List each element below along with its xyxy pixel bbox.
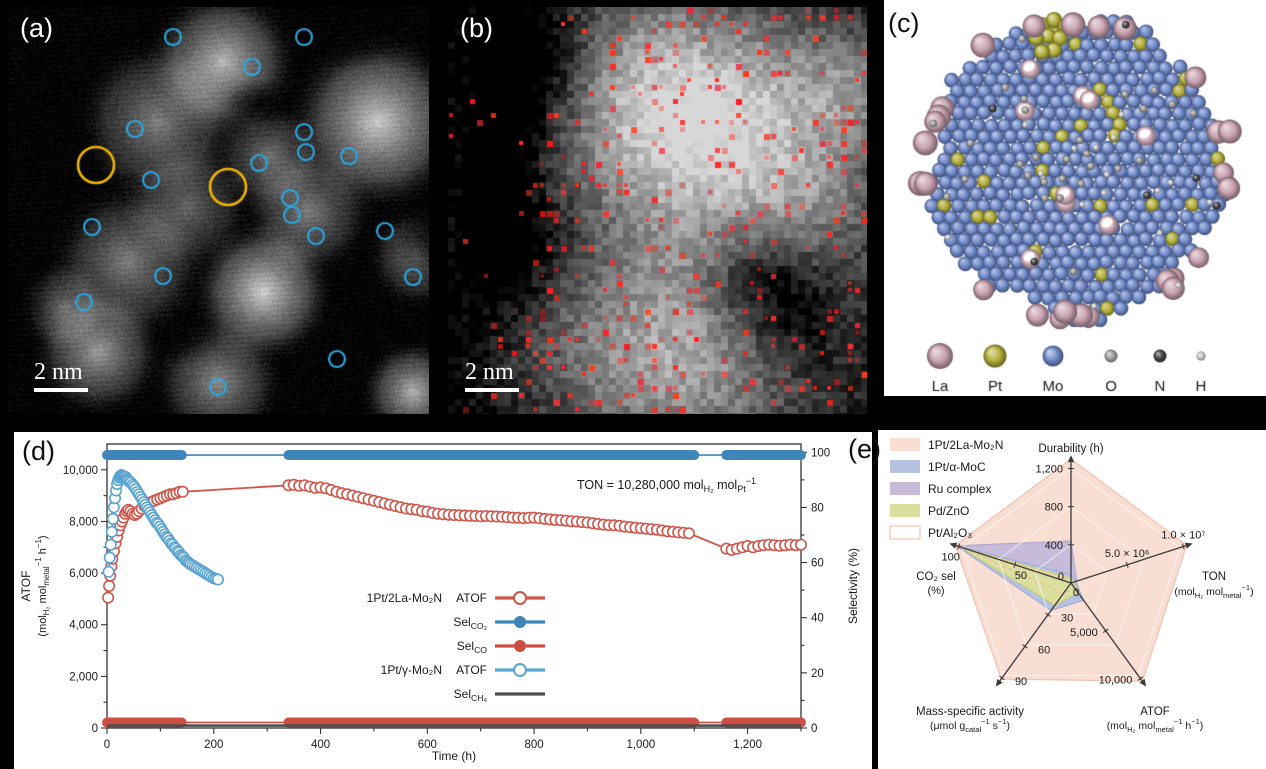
svg-text:200: 200 — [204, 739, 223, 751]
svg-text:(%): (%) — [927, 585, 944, 597]
svg-text:Mass-specific activity: Mass-specific activity — [916, 706, 1024, 718]
svg-text:SelCO₂: SelCO₂ — [453, 615, 487, 631]
nanoparticle-model-canvas — [884, 0, 1266, 396]
svg-text:0: 0 — [92, 723, 98, 735]
svg-text:Selectivity (%): Selectivity (%) — [846, 548, 860, 624]
svg-text:ATOF: ATOF — [456, 591, 487, 605]
svg-text:0: 0 — [1073, 587, 1079, 599]
svg-text:1Pt/2La-Mo₂N: 1Pt/2La-Mo₂N — [367, 591, 442, 605]
svg-text:400: 400 — [311, 739, 330, 751]
panel-a-scalebar-text: 2 nm — [34, 359, 83, 385]
svg-text:1,000: 1,000 — [626, 739, 655, 751]
svg-text:60: 60 — [1038, 644, 1050, 656]
svg-text:SelCH₄: SelCH₄ — [454, 687, 488, 703]
svg-text:(molH₂ molmetal−1 h−1): (molH₂ molmetal−1 h−1) — [34, 535, 51, 636]
svg-text:10,000: 10,000 — [1099, 675, 1133, 687]
eds-map-canvas — [448, 7, 867, 414]
stability-chart-svg: 0 200 400 600 800 1,000 1,20002,0004,0006,0008… — [19, 443, 860, 763]
stem-micrograph-canvas — [8, 7, 429, 414]
svg-text:50: 50 — [1015, 570, 1027, 582]
panel-c-atomic-model: (c) — [884, 0, 1266, 396]
panel-b-scalebar-line — [465, 388, 519, 392]
panel-e-radar-chart: 400 800 1,200 5.0 × 10⁶ 1.0 × 10⁷ 5,000 10,000… — [878, 430, 1266, 769]
svg-text:400: 400 — [1045, 540, 1063, 552]
svg-text:100: 100 — [811, 447, 830, 459]
panel-a-scalebar-line — [34, 388, 88, 392]
panel-b-label: (b) — [460, 13, 493, 43]
svg-text:800: 800 — [524, 739, 543, 751]
panel-b-eds-map: (b) 2 nm — [448, 7, 867, 414]
svg-text:Pt/Al₂O₃: Pt/Al₂O₃ — [928, 526, 972, 540]
svg-text:0: 0 — [811, 723, 817, 735]
svg-text:ATOF: ATOF — [1140, 706, 1170, 718]
panel-b-scalebar-text: 2 nm — [465, 359, 514, 385]
svg-text:TON = 10,280,000 molH₂ molPt−1: TON = 10,280,000 molH₂ molPt−1 — [577, 476, 756, 494]
panel-b-scalebar: 2 nm — [465, 359, 519, 392]
svg-text:4,000: 4,000 — [69, 620, 98, 632]
svg-text:Durability (h): Durability (h) — [1038, 443, 1103, 455]
svg-text:CO₂ sel: CO₂ sel — [916, 571, 956, 583]
svg-text:800: 800 — [1045, 502, 1063, 514]
svg-text:5,000: 5,000 — [1070, 627, 1098, 639]
svg-text:Ru complex: Ru complex — [928, 482, 991, 496]
svg-text:Time (h): Time (h) — [432, 749, 476, 763]
svg-text:1.0 × 10⁷: 1.0 × 10⁷ — [1161, 530, 1205, 542]
svg-text:(molH₂ molmetal−1 h−1): (molH₂ molmetal−1 h−1) — [1107, 717, 1204, 734]
svg-text:TON: TON — [1202, 571, 1226, 583]
panel-a-scalebar: 2 nm — [34, 359, 88, 392]
svg-text:30: 30 — [1061, 613, 1073, 625]
svg-text:6,000: 6,000 — [69, 568, 98, 580]
svg-text:ATOF: ATOF — [19, 571, 33, 602]
panel-d-stability-chart: 0 200 400 600 800 1,000 1,200 0 2,000 4,000 6,000 8… — [14, 432, 872, 769]
svg-text:1Pt/γ-Mo₂N: 1Pt/γ-Mo₂N — [381, 663, 442, 677]
svg-text:ATOF: ATOF — [456, 663, 487, 677]
svg-text:100: 100 — [942, 552, 960, 564]
svg-text:(molH₂ molmetal−1): (molH₂ molmetal−1) — [1174, 583, 1253, 600]
svg-text:5.0 × 10⁶: 5.0 × 10⁶ — [1105, 548, 1150, 560]
svg-text:600: 600 — [418, 739, 437, 751]
panel-d-label: (d) — [22, 436, 55, 466]
svg-text:90: 90 — [1015, 676, 1027, 688]
svg-text:2,000: 2,000 — [69, 671, 98, 683]
radar-chart-svg: 400 800 1,200 5.0 × 10⁶ 1.0 × 10⁷ 5,000 10,000… — [889, 438, 1254, 734]
panel-a-stem-image: (a) 2 nm — [8, 7, 429, 414]
svg-text:0: 0 — [1058, 571, 1064, 583]
svg-text:SelCO: SelCO — [457, 639, 488, 655]
svg-text:60: 60 — [811, 558, 824, 570]
svg-text:80: 80 — [811, 502, 824, 514]
svg-text:1Pt/α-MoC: 1Pt/α-MoC — [928, 460, 986, 474]
svg-text:(μmol gcatal−1 s−1): (μmol gcatal−1 s−1) — [930, 717, 1010, 734]
svg-text:10,000: 10,000 — [63, 465, 98, 477]
panel-e-label: (e) — [848, 434, 881, 464]
svg-text:Pd/ZnO: Pd/ZnO — [928, 504, 969, 518]
svg-text:20: 20 — [811, 668, 824, 680]
svg-text:1,200: 1,200 — [1035, 464, 1063, 476]
svg-text:40: 40 — [811, 613, 824, 625]
panel-a-label: (a) — [20, 13, 53, 43]
svg-text:8,000: 8,000 — [69, 516, 98, 528]
svg-text:1Pt/2La-Mo₂N: 1Pt/2La-Mo₂N — [928, 438, 1003, 452]
svg-text:1,200: 1,200 — [733, 739, 762, 751]
panel-c-label: (c) — [888, 8, 920, 38]
svg-text:0: 0 — [104, 739, 110, 751]
